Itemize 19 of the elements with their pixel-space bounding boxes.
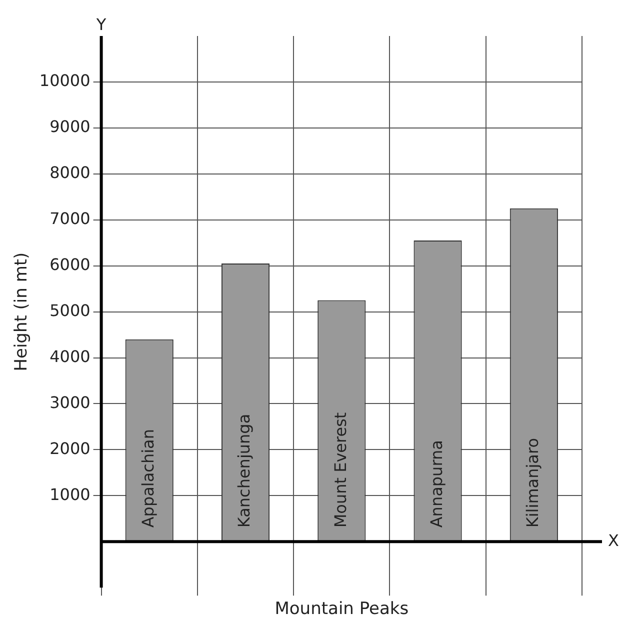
y-tick-label: 5000 [50, 300, 90, 320]
y-tick-label: 10000 [39, 71, 90, 90]
y-tick-label: 6000 [50, 254, 90, 274]
y-tick-label: 4000 [50, 346, 90, 366]
x-tick-label: Kanchenjunga [234, 414, 254, 528]
y-tick-label: 2000 [50, 438, 90, 458]
x-axis-title: Mountain Peaks [274, 599, 409, 620]
y-tick-label: 1000 [50, 484, 90, 504]
x-tick-label: Kilimanjaro [523, 438, 542, 528]
y-tick-label: 9000 [50, 117, 90, 136]
x-tick-label: Annapurna [426, 440, 446, 528]
text: X [608, 530, 619, 550]
x-tick-label: Mount Everest [330, 412, 350, 528]
x-tick-label: Appalachian [138, 428, 158, 528]
y-tick-label: 7000 [50, 209, 90, 228]
text: Y [95, 15, 106, 34]
y-tick-label: 3000 [50, 392, 90, 412]
y-axis-title: Height (in mt) [12, 252, 32, 372]
y-tick-label: 8000 [50, 163, 90, 182]
